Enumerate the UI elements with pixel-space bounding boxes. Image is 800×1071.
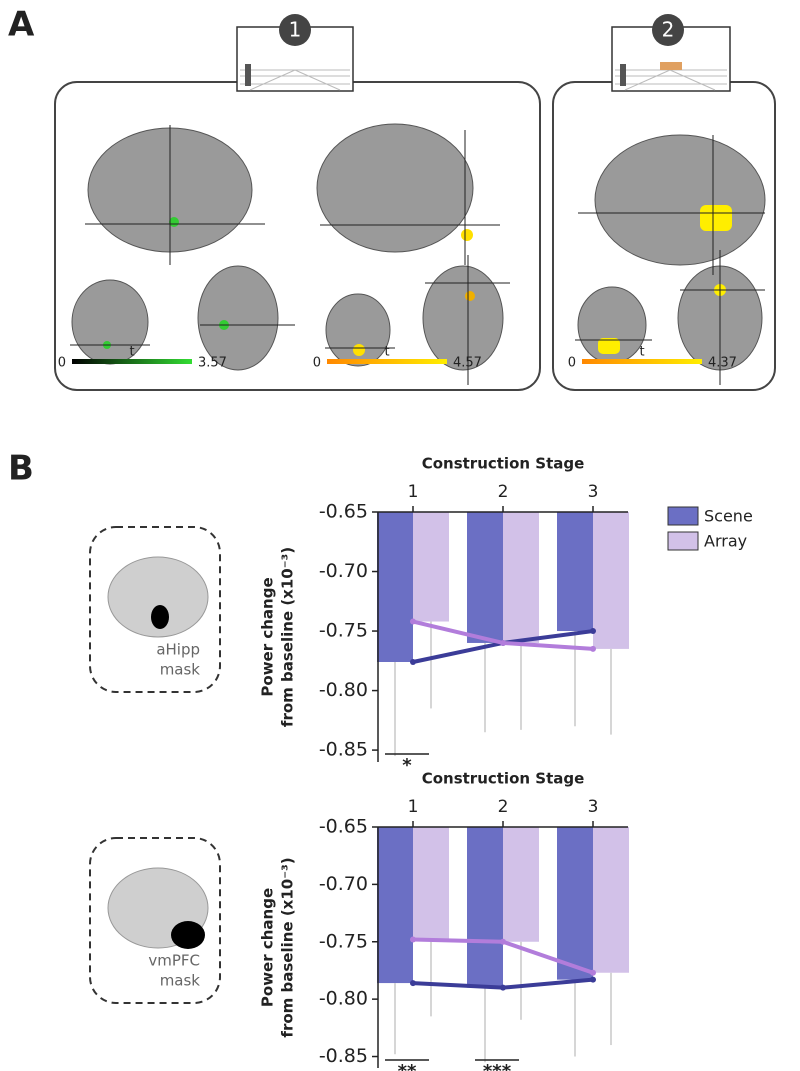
significance: *: [402, 755, 412, 776]
stage-badge: [652, 14, 684, 46]
panel-a: 1 2: [54, 14, 776, 391]
significance: ***: [483, 1061, 512, 1071]
bar: [557, 827, 593, 980]
colorbar: [327, 359, 447, 364]
series-point: [410, 936, 416, 943]
y-tick-label: -0.70: [319, 873, 368, 895]
y-tick-label: -0.85: [319, 1045, 368, 1067]
series-point: [410, 659, 416, 665]
mask-label: mask: [160, 972, 201, 990]
mask-box: [89, 526, 221, 693]
scene-objects: [660, 62, 682, 70]
x-tick-label: 2: [498, 482, 509, 502]
y-tick-label: -0.85: [319, 739, 368, 761]
colorbar-label: t: [639, 345, 644, 360]
y-axis-title: Power change: [259, 888, 277, 1007]
colorbar-max: 4.57: [453, 356, 482, 371]
x-tick-label: 3: [588, 482, 599, 502]
series-point: [590, 969, 596, 976]
x-tick-label: 2: [498, 797, 509, 817]
stage-number: 2: [662, 18, 675, 42]
stage-badge: [279, 14, 311, 46]
colorbar-min: 0: [568, 356, 576, 371]
y-tick-label: -0.75: [319, 930, 368, 952]
colorbar: [72, 359, 192, 364]
mask-label: mask: [160, 661, 201, 679]
bar: [503, 827, 539, 942]
y-tick-label: -0.75: [319, 620, 368, 642]
colorbar-max: 3.57: [198, 356, 227, 371]
series-point: [500, 639, 506, 646]
crosshairs: [70, 125, 765, 385]
colorbar-min: 0: [313, 356, 321, 371]
legend-swatch: [667, 506, 699, 526]
x-tick-label: 1: [408, 797, 419, 817]
series-point: [410, 618, 416, 625]
bar: [467, 827, 503, 988]
bar: [557, 512, 593, 632]
legend-swatch: [667, 531, 699, 551]
bar: [377, 827, 413, 984]
panel-label: A: [8, 5, 35, 45]
bar: [377, 512, 413, 662]
mask-region: [151, 605, 169, 629]
y-tick-label: -0.70: [319, 560, 368, 582]
mask-brain: [107, 556, 209, 638]
bar: [503, 512, 539, 643]
series-point: [590, 645, 596, 652]
legend-label: Array: [704, 532, 747, 551]
mask-region: [171, 921, 205, 949]
y-axis-title: from baseline (x10⁻³): [279, 547, 297, 727]
colorbar-label: t: [129, 345, 134, 360]
colorbar-min: 0: [58, 356, 66, 371]
x-axis-title: Construction Stage: [422, 455, 585, 473]
y-axis-title: from baseline (x10⁻³): [279, 857, 297, 1037]
x-tick-label: 3: [588, 797, 599, 817]
y-axis-title: Power change: [259, 577, 277, 696]
series-point: [500, 938, 506, 945]
bar: [593, 512, 629, 649]
mask-box: [89, 837, 221, 1004]
panel-label: B: [8, 449, 34, 489]
legend-label: Scene: [704, 507, 753, 526]
bar: [413, 512, 449, 622]
bar: [593, 827, 629, 973]
significance: **: [398, 1061, 417, 1071]
y-tick-label: -0.65: [319, 816, 368, 838]
y-tick-label: -0.80: [319, 988, 368, 1010]
bar: [467, 512, 503, 643]
x-axis-title: Construction Stage: [422, 770, 585, 788]
activation: [103, 205, 732, 356]
brain-slices: [71, 123, 766, 371]
series-point: [500, 984, 506, 991]
colorbar-max: 4.37: [708, 356, 737, 371]
traffic-light: [620, 64, 626, 86]
colorbar-label: t: [384, 345, 389, 360]
stage-number: 1: [289, 18, 302, 42]
x-tick-label: 1: [408, 482, 419, 502]
y-tick-label: -0.65: [319, 501, 368, 523]
y-tick-label: -0.80: [319, 679, 368, 701]
mask-label: aHipp: [156, 641, 200, 659]
series-point: [590, 976, 596, 983]
traffic-light: [245, 64, 251, 86]
colorbar: [582, 359, 702, 364]
series-point: [410, 980, 416, 987]
series-point: [590, 628, 596, 635]
bar: [413, 827, 449, 940]
mask-label: vmPFC: [148, 952, 200, 970]
